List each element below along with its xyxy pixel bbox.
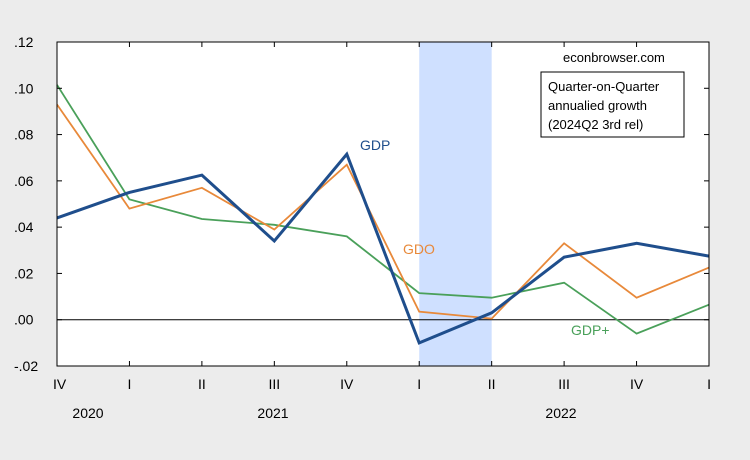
note-box: Quarter-on-Quarter annualied growth (202… — [540, 71, 685, 138]
series-label-gdo: GDO — [403, 241, 435, 257]
series-label-gdp: GDP — [360, 137, 390, 153]
x-tick-label: I — [127, 376, 131, 392]
note-line-1: Quarter-on-Quarter — [548, 79, 660, 94]
x-tick-label: I — [707, 376, 711, 392]
note-line-3: (2024Q2 3rd rel) — [548, 117, 643, 132]
note-box-frame — [540, 71, 685, 138]
y-tick-label: .02 — [14, 265, 34, 281]
x-tick-label: III — [558, 376, 570, 392]
y-tick-label: .04 — [14, 219, 34, 235]
series-label-gdp-plus: GDP+ — [571, 322, 610, 338]
x-tick-label: IV — [630, 376, 644, 392]
y-tick-label: .12 — [14, 34, 34, 50]
y-tick-label: .06 — [14, 173, 34, 189]
y-tick-label: .08 — [14, 127, 34, 143]
series-line-gdo — [56, 103, 710, 320]
y-tick-label: .00 — [14, 312, 34, 328]
source-text: econbrowser.com — [563, 50, 665, 65]
x-tick-label: III — [268, 376, 280, 392]
y-tick-label: -.02 — [14, 358, 38, 374]
x-tick-label: IV — [53, 376, 67, 392]
series-line-gdp — [56, 151, 710, 345]
note-line-2: annualied growth — [548, 98, 647, 113]
year-label-2022: 2022 — [545, 405, 576, 421]
x-tick-label: I — [417, 376, 421, 392]
series-line-gdp-plus — [56, 84, 710, 335]
year-label-2020: 2020 — [72, 405, 103, 421]
x-tick-label: II — [488, 376, 496, 392]
plot-frame — [56, 41, 710, 367]
x-tick-label: IV — [340, 376, 354, 392]
year-label-2021: 2021 — [257, 405, 288, 421]
y-tick-label: .10 — [14, 80, 34, 96]
x-tick-label: II — [198, 376, 206, 392]
